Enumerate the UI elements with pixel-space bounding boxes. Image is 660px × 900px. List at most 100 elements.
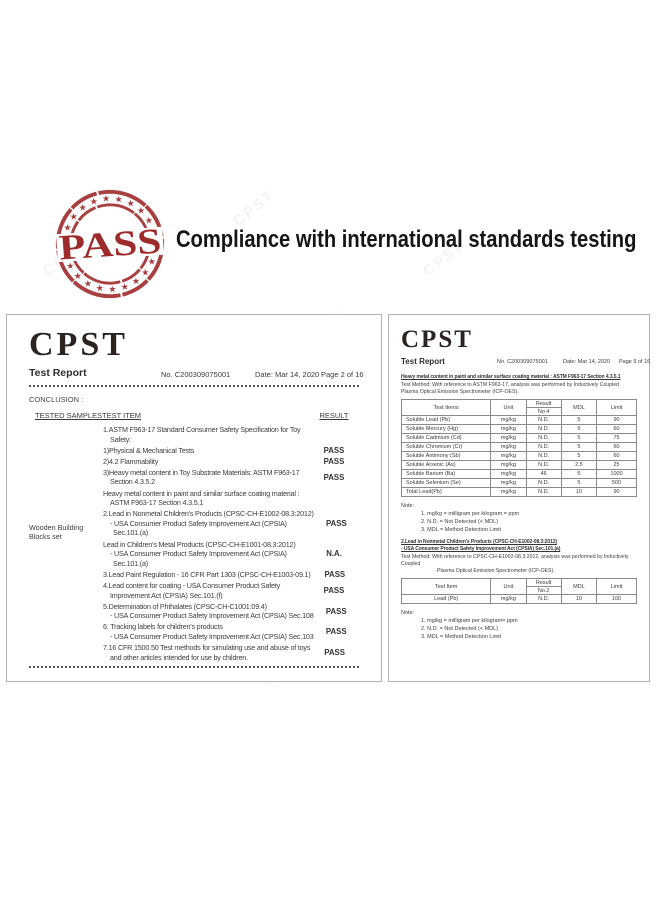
lead-results-table: Test Item Unit Result MDL Limit No.2 xyxy=(400,578,637,604)
test-item-text: 2)4.2 Flammability xyxy=(103,456,159,466)
result-cell: N.D. xyxy=(525,415,562,425)
test-item-row: 1)Physical & Mechanical Tests PASS xyxy=(29,446,359,456)
note-line: 3. MDL = Method Detection Limit xyxy=(421,527,502,533)
mdl-cell: 2.5 xyxy=(560,460,598,470)
table-row: Soluble Cadmium (Cd) mg/kg N.D. 5 75 xyxy=(400,433,637,443)
col-result-sample-no: No.2 xyxy=(525,586,562,595)
table-row: Soluble Chromium (Cr) mg/kg N.D. 5 60 xyxy=(400,442,637,452)
svg-text:★: ★ xyxy=(78,202,87,214)
result-cell: N.D. xyxy=(525,424,562,434)
limit-cell: 100 xyxy=(596,594,637,604)
test-item-cell: Lead (Pb) xyxy=(400,594,492,604)
col-limit: Limit xyxy=(596,399,637,416)
test-result-value xyxy=(309,489,359,508)
mdl-cell: 5 xyxy=(560,415,598,425)
test-result-value xyxy=(309,425,359,444)
col-result: Result xyxy=(525,578,562,587)
test-item-cell: Soluble Antimony (Sb) xyxy=(400,451,492,461)
dotted-divider xyxy=(29,385,359,387)
report-number: No. C200309075001 xyxy=(161,370,231,379)
mdl-cell: 5 xyxy=(560,433,598,443)
svg-text:★: ★ xyxy=(108,284,117,296)
col-unit: Unit xyxy=(490,399,527,416)
svg-text:★: ★ xyxy=(63,222,72,234)
col-unit: Unit xyxy=(490,578,527,595)
limit-cell: 1000 xyxy=(596,469,637,479)
report-date: Date: Mar 14, 2020 xyxy=(563,359,611,365)
test-result-value: N.A. xyxy=(326,549,342,559)
conclusion-label: CONCLUSION : xyxy=(29,395,84,404)
test-report-page-9: CPST Test Report No. C200309075001 Date:… xyxy=(388,314,650,682)
test-item-row: 6. Tracking labels for children's produc… xyxy=(29,622,359,641)
report-title: Test Report xyxy=(401,357,445,366)
test-item-text: 6. Tracking labels for children's produc… xyxy=(103,622,314,641)
test-item-row: Lead in Children's Metal Products (CPSC-… xyxy=(29,540,359,569)
test-result-value: PASS xyxy=(323,457,345,467)
test-item-row: 5.Determination of Phthalates (CPSC-CH-C… xyxy=(29,602,359,621)
report-meta-row: Test Report No. C200309075001 Date: Mar … xyxy=(401,357,650,368)
test-item-cell: Soluble Cadmium (Cd) xyxy=(400,433,492,443)
section1-notes: Note: 1. mg/kg = milligram per kilogram … xyxy=(401,502,637,534)
result-cell: N.D. xyxy=(525,451,562,461)
col-test-items: Test Items xyxy=(400,399,492,416)
result-cell: N.D. xyxy=(525,460,562,470)
test-item-row: 2)4.2 Flammability PASS xyxy=(29,457,359,467)
unit-cell: mg/kg xyxy=(490,415,527,425)
col-tested-samples: TESTED SAMPLES xyxy=(35,411,103,420)
table-row: Soluble Arsenic (As) mg/kg N.D. 2.5 25 xyxy=(400,460,637,470)
unit-cell: mg/kg xyxy=(490,478,527,488)
note-line: 2. N.D. = Not Detected (< MDL) xyxy=(421,519,499,525)
mdl-cell: 5 xyxy=(560,442,598,452)
result-cell: N.D. xyxy=(525,478,562,488)
table-row: Soluble Antimony (Sb) mg/kg N.D. 5 60 xyxy=(400,451,637,461)
test-item-row: 2.Lead in Nonmetal Children's Products (… xyxy=(29,509,359,538)
report-number: No. C200309075001 xyxy=(497,359,548,365)
unit-cell: mg/kg xyxy=(490,442,527,452)
col-result: Result xyxy=(525,399,562,408)
test-item-text: 3)Heavy metal content in Toy Substrate M… xyxy=(103,467,300,487)
test-item-cell: Soluble Chromium (Cr) xyxy=(400,442,492,452)
mdl-cell: 10 xyxy=(560,487,598,497)
svg-text:★: ★ xyxy=(73,271,82,283)
mdl-cell: 5 xyxy=(560,469,598,479)
note-line: 1. mg/kg = milligram per kilogram= ppm xyxy=(421,618,518,624)
note-label: Note: xyxy=(401,610,415,616)
limit-cell: 60 xyxy=(596,424,637,434)
test-item-cell: Soluble Arsenic (As) xyxy=(400,460,492,470)
test-item-row: 3.Lead Paint Regulation - 16 CFR Part 13… xyxy=(29,570,359,580)
test-result-value: PASS xyxy=(323,472,345,482)
svg-text:★: ★ xyxy=(84,278,93,290)
limit-cell: 90 xyxy=(596,415,637,425)
unit-cell: mg/kg xyxy=(490,433,527,443)
report-page: Page 2 of 16 xyxy=(321,370,364,379)
test-item-row: 4.Lead content for coating - USA Consume… xyxy=(29,581,359,600)
limit-cell: 25 xyxy=(596,460,637,470)
mdl-cell: 10 xyxy=(560,594,598,604)
test-item-text: 7.16 CFR 1500.50 Test methods for simula… xyxy=(103,642,311,662)
test-item-text: 4.Lead content for coating - USA Consume… xyxy=(103,580,280,600)
tested-sample-name: Wooden Building Blocks set xyxy=(29,523,84,541)
report-date: Date: Mar 14, 2020 xyxy=(255,370,320,379)
stamp-stars: ★ ★ ★ ★ ★ ★ ★ ★ ★ ★ ★ ★ ★ ★ ★ ★ ★ ★ xyxy=(63,193,156,296)
mdl-cell: 5 xyxy=(560,424,598,434)
test-item-cell: Soluble Lead (Pb) xyxy=(400,415,492,425)
unit-cell: mg/kg xyxy=(490,469,527,479)
svg-text:★: ★ xyxy=(132,276,141,288)
svg-text:★: ★ xyxy=(120,282,129,294)
limit-cell: 90 xyxy=(596,487,637,497)
table-row: Total Lead(Pb) mg/kg N.D. 10 90 xyxy=(400,487,637,497)
report-meta-row: Test Report No. C200309075001 Date: Mar … xyxy=(29,367,364,380)
mdl-cell: 5 xyxy=(560,451,598,461)
watermark-text: CPST xyxy=(229,187,279,230)
test-result-value: PASS xyxy=(324,570,346,580)
test-item-cell: Total Lead(Pb) xyxy=(400,487,492,497)
section2-heading-line2: - USA Consumer Product Safety Improvemen… xyxy=(401,546,561,552)
test-result-value: PASS xyxy=(323,586,345,595)
unit-cell: mg/kg xyxy=(490,451,527,461)
col-mdl: MDL xyxy=(560,399,598,416)
limit-cell: 60 xyxy=(596,451,637,461)
table-row: Soluble Selenium (Se) mg/kg N.D. 5 500 xyxy=(400,478,637,488)
svg-text:★: ★ xyxy=(114,194,123,206)
test-result-value: PASS xyxy=(324,648,345,658)
